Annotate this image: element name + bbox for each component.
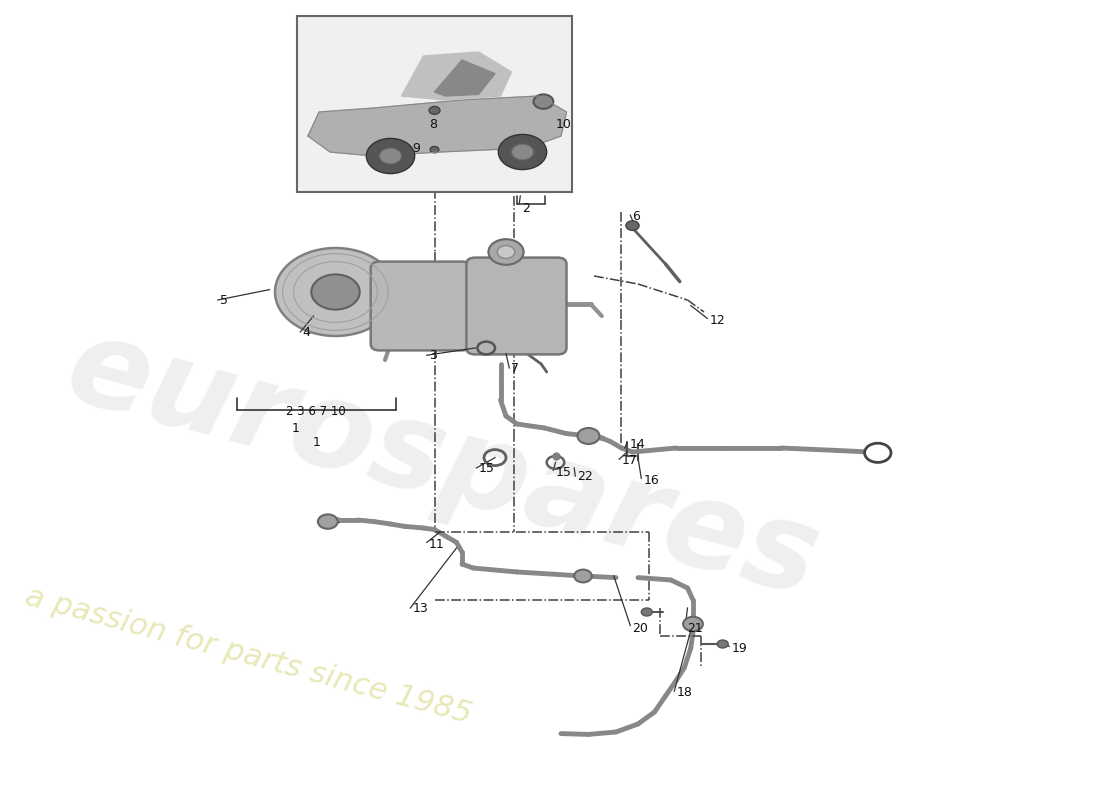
Circle shape <box>578 428 600 444</box>
Text: 22: 22 <box>578 470 593 482</box>
Polygon shape <box>308 96 566 156</box>
Text: 3: 3 <box>429 350 437 362</box>
Circle shape <box>534 94 553 109</box>
Circle shape <box>717 640 728 648</box>
Text: 1: 1 <box>292 422 299 434</box>
Text: 5: 5 <box>220 294 228 306</box>
Text: 10: 10 <box>556 118 571 130</box>
Text: 7: 7 <box>512 362 519 374</box>
Text: 6: 6 <box>632 210 640 222</box>
Text: 9: 9 <box>412 142 420 154</box>
Text: 2 3 6 7 10: 2 3 6 7 10 <box>286 405 346 418</box>
Circle shape <box>318 514 338 529</box>
Circle shape <box>429 106 440 114</box>
Circle shape <box>366 138 415 174</box>
Text: 1: 1 <box>312 436 320 449</box>
Circle shape <box>430 146 439 153</box>
Circle shape <box>488 239 524 265</box>
FancyBboxPatch shape <box>371 262 471 350</box>
FancyBboxPatch shape <box>466 258 566 354</box>
Text: 18: 18 <box>676 686 692 698</box>
Circle shape <box>574 570 592 582</box>
Text: 2: 2 <box>522 202 530 214</box>
Circle shape <box>641 608 652 616</box>
Text: 15: 15 <box>556 466 571 478</box>
Text: 15: 15 <box>478 462 494 474</box>
Text: 19: 19 <box>732 642 747 654</box>
Circle shape <box>865 443 891 462</box>
Circle shape <box>498 134 547 170</box>
Text: 11: 11 <box>429 538 444 550</box>
Text: 13: 13 <box>412 602 428 614</box>
Circle shape <box>497 246 515 258</box>
Text: 14: 14 <box>629 438 645 450</box>
Text: 16: 16 <box>644 474 659 486</box>
Circle shape <box>626 221 639 230</box>
Text: 12: 12 <box>710 314 725 326</box>
Text: 17: 17 <box>621 454 637 466</box>
Circle shape <box>275 248 396 336</box>
FancyBboxPatch shape <box>297 16 572 192</box>
Text: 8: 8 <box>429 118 437 130</box>
Circle shape <box>379 148 401 164</box>
Circle shape <box>311 274 360 310</box>
Text: 21: 21 <box>688 622 703 634</box>
Polygon shape <box>434 60 495 96</box>
Text: 20: 20 <box>632 622 648 634</box>
Text: eurospares: eurospares <box>55 307 832 621</box>
Text: 4: 4 <box>302 326 310 338</box>
Circle shape <box>512 144 534 160</box>
Polygon shape <box>402 52 512 100</box>
Text: a passion for parts since 1985: a passion for parts since 1985 <box>22 582 475 730</box>
Circle shape <box>683 617 703 631</box>
